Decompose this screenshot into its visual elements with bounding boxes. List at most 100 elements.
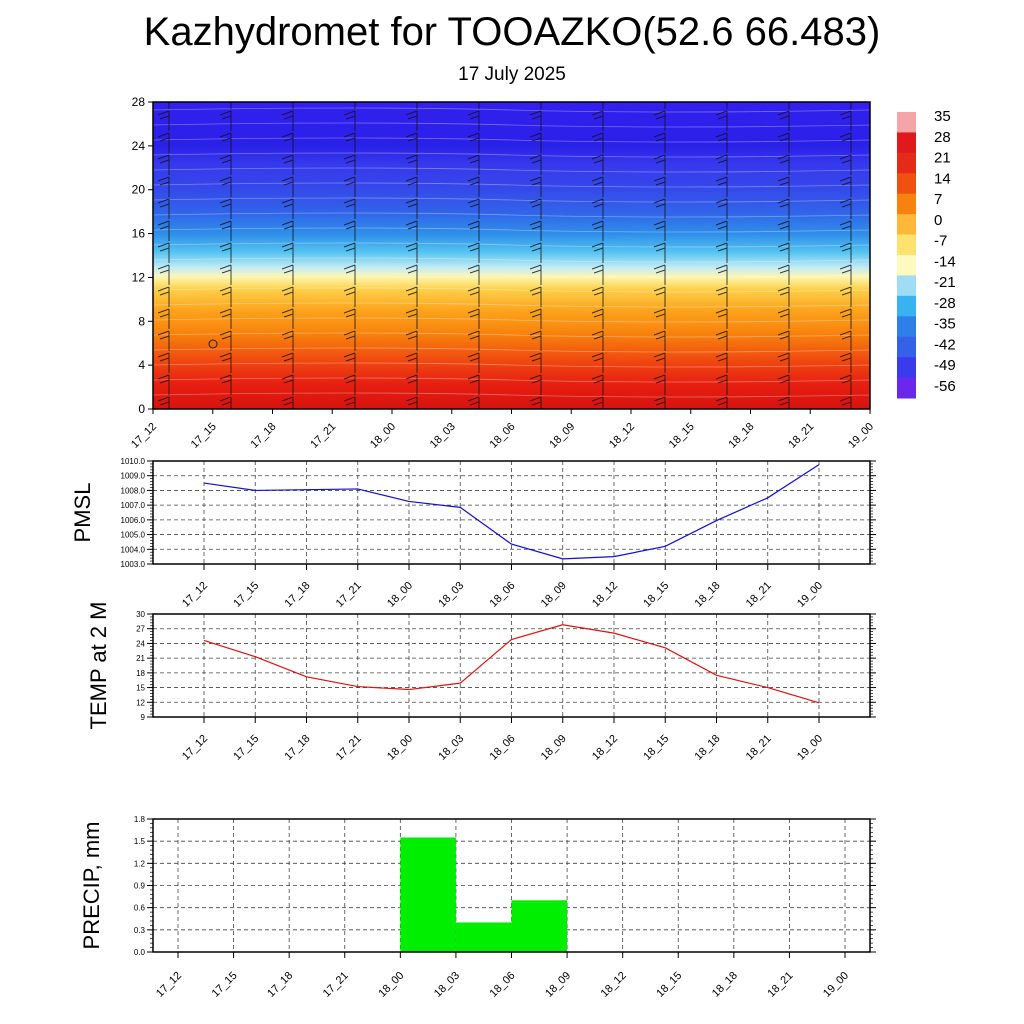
colorbar-label: 14 (934, 170, 951, 187)
y-tick-label: 12 (136, 698, 145, 707)
series-line (203, 464, 820, 560)
x-tick-label: 17_21 (321, 970, 351, 1000)
colorbar-swatch (897, 214, 916, 236)
x-tick-label: 17_21 (334, 733, 364, 763)
y-tick-label: 4 (138, 358, 145, 372)
chart-subtitle: 17 July 2025 (458, 64, 566, 85)
calm-wind-marker (208, 339, 218, 349)
y-tick-label: 24 (132, 139, 146, 153)
x-tick-label: 19_00 (821, 970, 851, 1000)
x-tick-label: 17_15 (210, 970, 240, 1000)
y-tick-label: 20 (132, 183, 146, 197)
x-tick-label: 18_03 (436, 733, 466, 763)
x-tick-label: 18_12 (599, 970, 629, 1000)
x-tick-label: 18_06 (488, 733, 518, 763)
y-tick-label: 1.5 (134, 837, 146, 846)
precip-bar (400, 837, 456, 952)
colorbar-swatch (897, 275, 916, 297)
x-tick-label: 17_15 (231, 580, 261, 610)
colorbar-swatch (897, 336, 916, 358)
x-tick-label: 18_06 (488, 580, 518, 610)
x-tick-label: 17_12 (180, 580, 210, 610)
colorbar-swatch (897, 316, 916, 338)
colorbar-label: -49 (934, 357, 956, 374)
x-tick-label: 18_18 (710, 970, 740, 1000)
x-tick-label: 17_12 (180, 733, 210, 763)
colorbar-swatch (897, 295, 916, 317)
y-tick-label: 1008.0 (121, 486, 146, 495)
plot-frame (152, 613, 871, 718)
x-tick-label: 18_15 (667, 421, 697, 451)
colorbar-swatch (897, 173, 916, 195)
colorbar-label: 7 (934, 191, 942, 208)
y-tick-label: 0.9 (134, 882, 146, 891)
x-tick-label: 18_00 (376, 970, 406, 1000)
x-tick-label: 18_12 (590, 580, 620, 610)
y-tick-label: 24 (136, 639, 145, 648)
x-tick-label: 18_00 (385, 580, 415, 610)
colorbar-label: -14 (934, 253, 956, 270)
x-tick-label: 19_00 (795, 733, 825, 763)
y-tick-label: 18 (136, 669, 145, 678)
y-axis-label: TEMP at 2 M (86, 602, 111, 730)
x-tick-label: 18_12 (607, 421, 637, 451)
x-tick-label: 18_03 (432, 970, 462, 1000)
plot-frame (152, 460, 871, 565)
colorbar-swatch (897, 112, 916, 133)
colorbar-swatch (897, 255, 916, 276)
x-tick-label: 19_00 (846, 421, 876, 451)
colorbar-swatch (897, 193, 916, 215)
y-tick-label: 9 (141, 713, 146, 722)
colorbar-label: -42 (934, 336, 956, 353)
y-tick-label: 0.3 (134, 926, 146, 935)
x-tick-label: 18_21 (744, 580, 774, 610)
x-tick-label: 17_21 (334, 580, 364, 610)
y-tick-label: 28 (132, 95, 146, 109)
y-tick-label: 8 (138, 314, 145, 328)
y-tick-label: 0 (138, 402, 145, 416)
x-tick-label: 17_18 (283, 733, 313, 763)
colorbar-label: -35 (934, 316, 956, 333)
x-tick-label: 17_18 (265, 970, 295, 1000)
y-tick-label: 1.2 (134, 859, 146, 868)
x-tick-label: 18_12 (590, 733, 620, 763)
colorbar-swatch (897, 234, 916, 256)
precip-bar (455, 922, 512, 952)
x-tick-label: 18_21 (744, 733, 774, 763)
x-tick-label: 18_18 (693, 733, 723, 763)
colorbar-swatch (897, 132, 916, 154)
y-tick-label: 0.0 (134, 948, 146, 957)
colorbar-label: 0 (934, 212, 942, 229)
y-tick-label: 1010.0 (121, 457, 146, 466)
x-tick-label: 17_18 (249, 421, 279, 451)
colorbar-swatch (897, 377, 916, 399)
x-tick-label: 18_18 (727, 421, 757, 451)
colorbar-label: -21 (934, 274, 956, 291)
plot-frame (152, 818, 871, 953)
colorbar-label: -7 (934, 233, 947, 250)
y-tick-label: 30 (136, 610, 145, 619)
colorbar-label: -28 (934, 295, 956, 312)
colorbar-label: -56 (934, 378, 956, 395)
y-tick-label: 1004.0 (121, 545, 146, 554)
x-tick-label: 17_12 (129, 421, 159, 451)
colorbar-swatch (897, 152, 916, 174)
y-tick-label: 21 (136, 654, 145, 663)
colorbar-label: 35 (934, 108, 951, 125)
x-tick-label: 18_09 (543, 970, 573, 1000)
x-tick-label: 18_00 (385, 733, 415, 763)
x-tick-label: 19_00 (795, 580, 825, 610)
x-tick-label: 18_21 (765, 970, 795, 1000)
wind-barbs (153, 102, 870, 409)
x-tick-label: 17_18 (283, 580, 313, 610)
colorbar-label: 28 (934, 129, 951, 146)
y-tick-label: 0.6 (134, 904, 146, 913)
x-tick-label: 18_15 (641, 733, 671, 763)
x-tick-label: 17_15 (231, 733, 261, 763)
x-tick-label: 17_21 (308, 421, 338, 451)
precip-bar (511, 900, 568, 952)
x-tick-label: 18_18 (693, 580, 723, 610)
x-tick-label: 18_15 (641, 580, 671, 610)
x-tick-label: 18_03 (436, 580, 466, 610)
